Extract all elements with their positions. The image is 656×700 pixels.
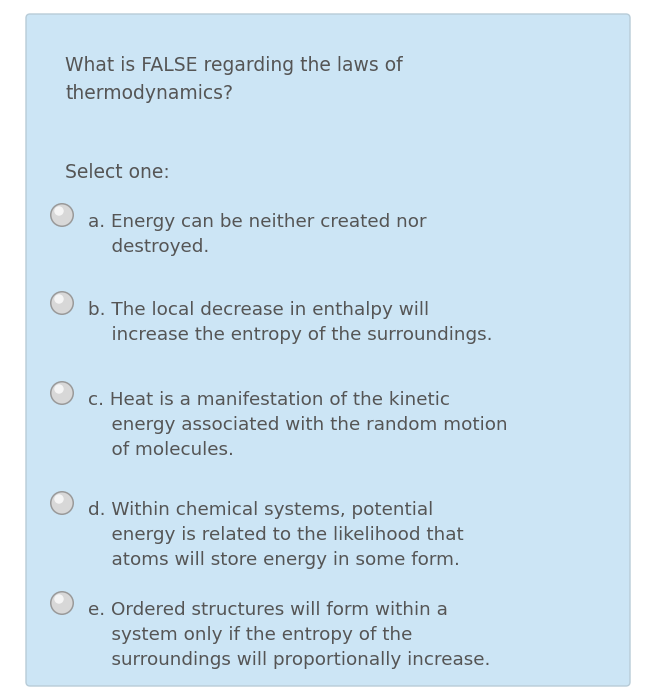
Text: a. Energy can be neither created nor
    destroyed.: a. Energy can be neither created nor des… <box>88 213 426 256</box>
Circle shape <box>52 493 73 514</box>
Circle shape <box>52 592 73 613</box>
Circle shape <box>50 591 74 615</box>
FancyBboxPatch shape <box>26 14 630 686</box>
Circle shape <box>50 203 74 227</box>
Text: e. Ordered structures will form within a
    system only if the entropy of the
 : e. Ordered structures will form within a… <box>88 601 491 669</box>
Text: Select one:: Select one: <box>65 163 170 182</box>
Circle shape <box>54 384 64 393</box>
Circle shape <box>52 204 73 225</box>
Text: d. Within chemical systems, potential
    energy is related to the likelihood th: d. Within chemical systems, potential en… <box>88 501 464 569</box>
Circle shape <box>52 293 73 314</box>
Circle shape <box>54 206 64 216</box>
Circle shape <box>54 494 64 504</box>
Circle shape <box>50 291 74 315</box>
Circle shape <box>54 594 64 603</box>
Text: c. Heat is a manifestation of the kinetic
    energy associated with the random : c. Heat is a manifestation of the kineti… <box>88 391 508 459</box>
Circle shape <box>50 381 74 405</box>
Circle shape <box>54 294 64 304</box>
Circle shape <box>52 382 73 403</box>
Text: What is FALSE regarding the laws of
thermodynamics?: What is FALSE regarding the laws of ther… <box>65 56 403 103</box>
Text: b. The local decrease in enthalpy will
    increase the entropy of the surroundi: b. The local decrease in enthalpy will i… <box>88 301 493 344</box>
Circle shape <box>50 491 74 515</box>
